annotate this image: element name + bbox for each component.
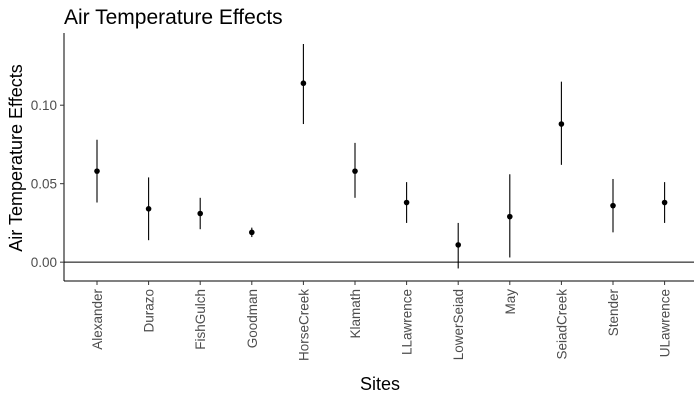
x-tick-label: FishGulch xyxy=(193,289,208,350)
x-tick-label: Alexander xyxy=(90,289,105,350)
y-tick-label: 0.10 xyxy=(31,98,57,113)
x-tick-label: Goodman xyxy=(245,289,260,348)
data-point xyxy=(661,199,668,206)
x-tick-label: May xyxy=(503,289,518,315)
x-tick-label: SeiadCreek xyxy=(554,289,569,360)
data-point xyxy=(507,213,513,220)
x-tick-label: LowerSeiad xyxy=(451,289,466,360)
x-tick-label: Stender xyxy=(606,289,621,337)
x-tick-label: HorseCreek xyxy=(296,289,311,361)
x-tick-label: ULawrence xyxy=(658,289,673,357)
plot-marks: 0.00 0.05 0.10 Alexander Durazo FishGulch Good… xyxy=(31,43,694,361)
data-point xyxy=(610,202,616,209)
data-point xyxy=(94,168,100,174)
data-point xyxy=(145,205,152,212)
chart-title: Air Temperature Effects xyxy=(64,6,283,29)
data-point xyxy=(300,80,307,87)
x-tick-label: Klamath xyxy=(348,289,363,339)
y-tick-label: 0.00 xyxy=(31,255,57,270)
x-tick-label: LLawrence xyxy=(400,289,415,355)
y-tick-label: 0.05 xyxy=(31,177,57,192)
data-point xyxy=(455,242,462,248)
data-point xyxy=(352,168,358,174)
data-point xyxy=(558,121,565,127)
data-point xyxy=(403,199,410,206)
x-axis-title: Sites xyxy=(360,374,400,394)
data-point xyxy=(249,229,255,236)
y-axis-title: Air Temperature Effects xyxy=(6,64,26,251)
x-tick-label: Durazo xyxy=(142,289,157,333)
data-point xyxy=(197,210,203,217)
